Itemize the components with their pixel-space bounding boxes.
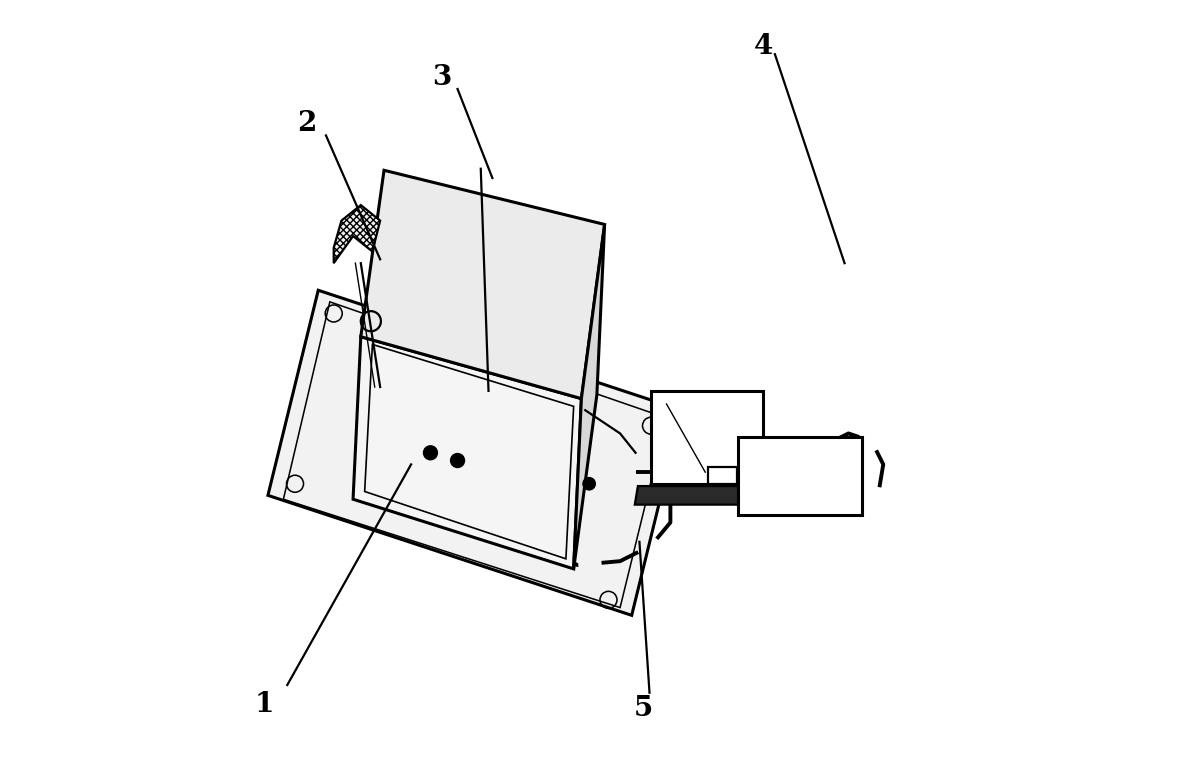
- Polygon shape: [574, 224, 605, 569]
- Bar: [708, 467, 737, 484]
- Text: 5: 5: [633, 695, 653, 721]
- Text: 2: 2: [296, 111, 317, 137]
- Text: 1: 1: [254, 691, 274, 717]
- Circle shape: [584, 478, 595, 490]
- Text: 4: 4: [753, 33, 773, 60]
- Bar: [651, 391, 764, 484]
- Polygon shape: [361, 170, 605, 399]
- Circle shape: [423, 446, 438, 460]
- Polygon shape: [635, 486, 772, 505]
- Circle shape: [451, 454, 465, 467]
- Polygon shape: [268, 290, 682, 615]
- Bar: [738, 437, 861, 515]
- Text: 3: 3: [433, 64, 452, 91]
- Polygon shape: [353, 337, 581, 569]
- Polygon shape: [333, 205, 381, 263]
